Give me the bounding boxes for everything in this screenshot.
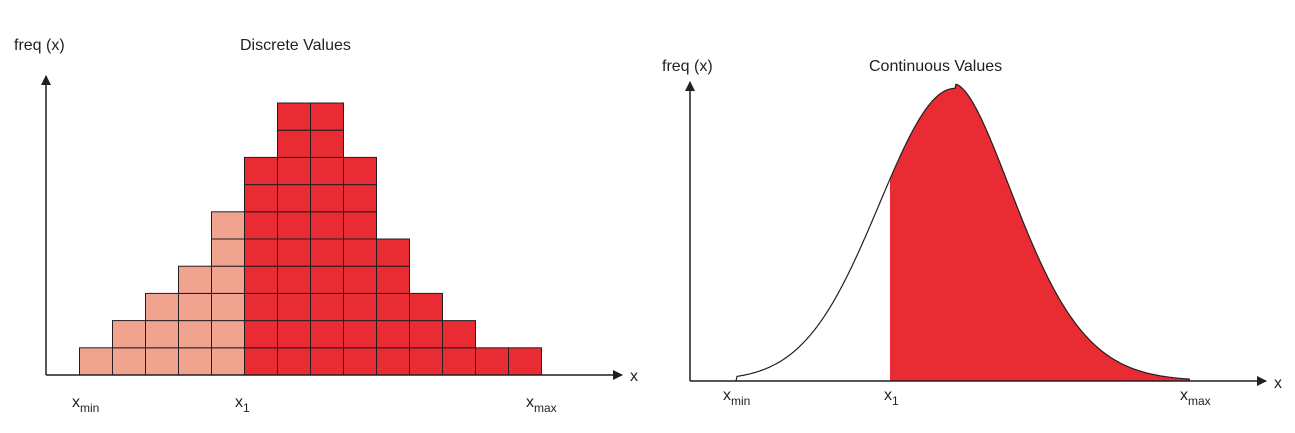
continuous-xmin-label: xmin <box>723 387 750 408</box>
continuous-title: Continuous Values <box>869 58 1002 75</box>
histogram-cell <box>376 238 410 267</box>
histogram-cell <box>343 347 377 376</box>
continuous-y-axis-label: freq (x) <box>662 58 713 75</box>
histogram-cell <box>310 265 344 294</box>
histogram-cell <box>310 238 344 267</box>
histogram-cell <box>277 265 311 294</box>
histogram-cell <box>442 347 476 376</box>
histogram-cell <box>277 102 311 131</box>
histogram-cell <box>310 292 344 322</box>
continuous-panel: freq (x) Continuous Values x xmin x1 xma… <box>662 58 1282 408</box>
histogram-cell <box>211 211 245 240</box>
continuous-x-axis-label: x <box>1274 375 1282 392</box>
histogram-cell <box>277 292 311 322</box>
histogram-cell <box>409 347 443 376</box>
histogram-cell <box>79 347 113 376</box>
histogram-cell <box>211 292 245 322</box>
histogram-cell <box>244 156 278 186</box>
histogram-cell <box>145 292 179 322</box>
histogram-cell <box>310 102 344 131</box>
histogram-cell <box>376 265 410 294</box>
discrete-histogram <box>79 102 542 376</box>
histogram-cell <box>508 347 542 376</box>
histogram-cell <box>244 347 278 376</box>
histogram-cell <box>376 320 410 349</box>
histogram-cell <box>409 292 443 322</box>
histogram-cell <box>211 347 245 376</box>
histogram-cell <box>310 129 344 158</box>
discrete-title: Discrete Values <box>240 37 351 54</box>
histogram-cell <box>277 156 311 186</box>
histogram-cell <box>310 156 344 186</box>
histogram-cell <box>277 320 311 349</box>
histogram-cell <box>310 347 344 376</box>
histogram-cell <box>343 238 377 267</box>
discrete-xmin-label: xmin <box>72 394 99 415</box>
histogram-cell <box>475 347 509 376</box>
discrete-y-axis-label: freq (x) <box>14 37 65 54</box>
discrete-panel: freq (x) Discrete Values x xmin x1 xmax <box>14 37 638 415</box>
histogram-cell <box>277 129 311 158</box>
histogram-cell <box>211 238 245 267</box>
histogram-cell <box>310 211 344 240</box>
continuous-shaded-area <box>890 84 1190 381</box>
histogram-cell <box>178 320 212 349</box>
histogram-cell <box>211 320 245 349</box>
histogram-cell <box>376 347 410 376</box>
histogram-cell <box>244 292 278 322</box>
histogram-cell <box>343 265 377 294</box>
histogram-cell <box>244 238 278 267</box>
histogram-cell <box>277 238 311 267</box>
histogram-cell <box>343 156 377 186</box>
histogram-cell <box>343 211 377 240</box>
histogram-cell <box>376 292 410 322</box>
histogram-cell <box>310 184 344 213</box>
histogram-cell <box>277 211 311 240</box>
histogram-cell <box>277 347 311 376</box>
discrete-x-axis-label: x <box>630 368 638 385</box>
histogram-cell <box>442 320 476 349</box>
histogram-cell <box>244 265 278 294</box>
histogram-cell <box>112 320 146 349</box>
histogram-cell <box>211 265 245 294</box>
discrete-x1-label: x1 <box>235 394 250 415</box>
histogram-cell <box>178 292 212 322</box>
histogram-cell <box>244 211 278 240</box>
histogram-cell <box>310 320 344 349</box>
histogram-cell <box>244 184 278 213</box>
continuous-xmax-label: xmax <box>1180 387 1211 408</box>
histogram-cell <box>277 184 311 213</box>
histogram-cell <box>343 184 377 213</box>
histogram-cell <box>145 320 179 349</box>
histogram-cell <box>178 265 212 294</box>
continuous-density-curve <box>735 83 1191 382</box>
histogram-cell <box>343 292 377 322</box>
discrete-xmax-label: xmax <box>526 394 557 415</box>
histogram-cell <box>343 320 377 349</box>
histogram-cell <box>178 347 212 376</box>
continuous-x1-label: x1 <box>884 387 899 408</box>
histogram-cell <box>145 347 179 376</box>
histogram-cell <box>409 320 443 349</box>
histogram-cell <box>112 347 146 376</box>
histogram-cell <box>244 320 278 349</box>
